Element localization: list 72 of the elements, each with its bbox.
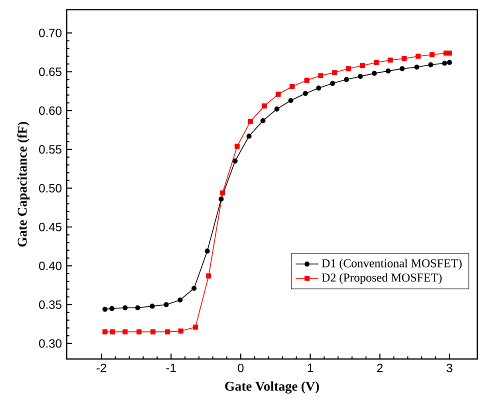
point xyxy=(430,52,435,58)
x-tick-label: 0 xyxy=(238,364,244,372)
point xyxy=(274,106,280,112)
point xyxy=(136,329,142,334)
legend-label: D1 (Conventional MOSFET) xyxy=(322,258,462,270)
point xyxy=(246,134,252,139)
point xyxy=(304,78,310,83)
y-tick-label: 0.70 xyxy=(39,28,62,38)
y-tick-label: 0.35 xyxy=(39,300,62,309)
point xyxy=(402,56,407,62)
point xyxy=(192,324,198,330)
point xyxy=(218,196,224,202)
point xyxy=(178,297,183,303)
point xyxy=(344,77,350,82)
legend-label: D2 (Proposed MOSFET) xyxy=(322,273,442,284)
point xyxy=(358,74,363,79)
point xyxy=(318,73,324,78)
point xyxy=(150,304,155,309)
point xyxy=(262,103,267,108)
y-tick-label: 0.30 xyxy=(39,339,62,348)
point xyxy=(122,329,128,334)
point xyxy=(102,329,108,334)
point xyxy=(232,158,238,164)
point xyxy=(302,90,308,96)
point xyxy=(316,86,322,91)
point xyxy=(416,54,421,59)
point xyxy=(288,98,294,104)
point xyxy=(220,190,226,196)
point xyxy=(332,70,338,76)
point xyxy=(248,118,253,124)
x-axis-title: Gate Voltage (V) xyxy=(225,381,319,394)
point xyxy=(165,329,170,334)
point xyxy=(330,80,336,86)
point xyxy=(192,286,197,291)
point xyxy=(204,248,210,254)
point xyxy=(110,329,116,334)
point xyxy=(360,63,366,68)
point xyxy=(386,68,391,74)
point xyxy=(122,305,128,310)
y-tick-label: 0.55 xyxy=(39,145,62,154)
point xyxy=(109,306,114,312)
point xyxy=(102,306,108,312)
point xyxy=(290,84,295,90)
point xyxy=(374,60,379,65)
point xyxy=(346,66,352,72)
y-tick-label: 0.50 xyxy=(39,184,62,192)
y-tick-label: 0.40 xyxy=(39,262,62,270)
x-tick-label: -2 xyxy=(96,364,106,372)
x-tick-label: 3 xyxy=(446,364,452,372)
point xyxy=(414,64,420,70)
point xyxy=(276,92,281,97)
point xyxy=(164,302,169,308)
point xyxy=(150,329,156,334)
point xyxy=(428,62,434,68)
point xyxy=(372,70,377,76)
point xyxy=(442,60,448,66)
y-tick-label: 0.65 xyxy=(39,68,62,76)
x-tick-label: 1 xyxy=(308,364,314,372)
point xyxy=(234,144,240,149)
point xyxy=(206,273,212,278)
point xyxy=(446,50,452,56)
point xyxy=(260,118,266,124)
x-tick-label: -1 xyxy=(166,364,176,372)
y-tick-label: 0.60 xyxy=(39,106,62,115)
point xyxy=(178,328,184,334)
point xyxy=(446,60,452,65)
y-tick-label: 0.45 xyxy=(39,222,62,232)
point xyxy=(400,66,405,72)
point xyxy=(135,305,140,310)
point xyxy=(388,58,393,63)
x-tick-label: 2 xyxy=(377,364,383,372)
y-axis-title: Gate Capacitance (fF) xyxy=(17,122,30,247)
